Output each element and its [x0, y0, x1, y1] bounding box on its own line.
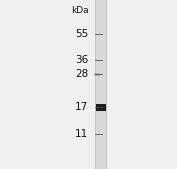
Text: 11: 11	[75, 128, 88, 139]
Text: kDa: kDa	[71, 6, 88, 15]
Bar	[106, 0, 107, 169]
Text: 17: 17	[75, 102, 88, 112]
Bar	[95, 0, 96, 169]
Bar	[96, 104, 106, 111]
Text: 28: 28	[75, 69, 88, 79]
Bar	[94, 73, 100, 76]
Text: 36: 36	[75, 55, 88, 65]
Text: 55: 55	[75, 29, 88, 39]
Bar	[95, 0, 107, 169]
